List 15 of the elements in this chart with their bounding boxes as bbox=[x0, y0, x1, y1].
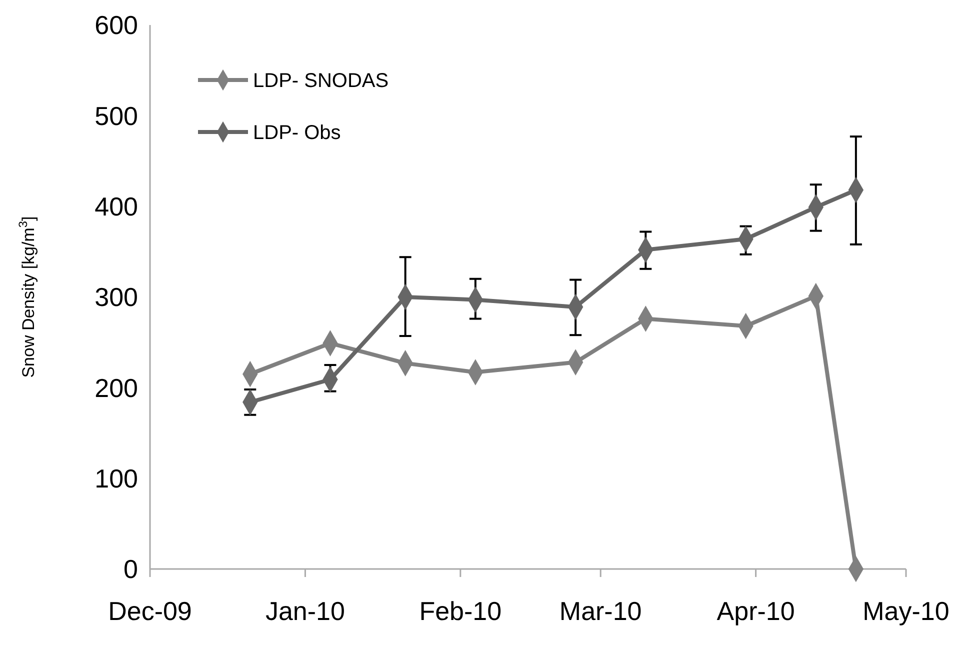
x-tick-label: Mar-10 bbox=[559, 596, 642, 626]
legend-label: LDP- SNODAS bbox=[253, 70, 389, 92]
x-tick-label: Apr-10 bbox=[716, 596, 795, 626]
legend-label: LDP- Obs bbox=[253, 122, 341, 144]
y-tick-label: 300 bbox=[94, 282, 138, 312]
x-tick-label: Jan-10 bbox=[265, 596, 345, 626]
x-tick-label: May-10 bbox=[862, 596, 950, 626]
y-tick-label: 100 bbox=[94, 463, 138, 494]
y-tick-label: 200 bbox=[94, 372, 138, 403]
y-tick-label: 400 bbox=[94, 191, 138, 222]
x-tick-label: Dec-09 bbox=[108, 596, 192, 626]
x-tick-label: Feb-10 bbox=[419, 596, 502, 626]
y-tick-label: 0 bbox=[124, 554, 138, 584]
y-tick-label: 500 bbox=[94, 100, 138, 131]
y-tick-label: 600 bbox=[94, 10, 138, 40]
